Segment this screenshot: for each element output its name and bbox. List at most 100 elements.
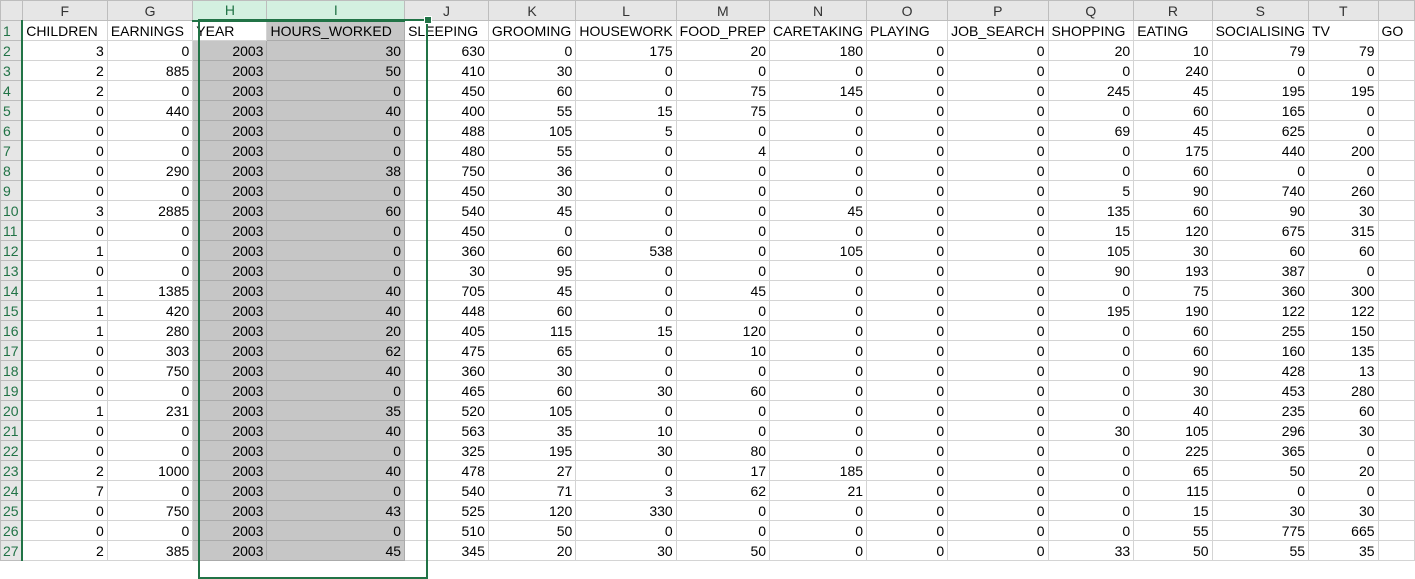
cell[interactable]: 0: [21, 380, 108, 401]
cell[interactable]: [1377, 120, 1415, 141]
cell[interactable]: 0: [575, 300, 677, 321]
cell[interactable]: 200: [1308, 140, 1379, 161]
cell[interactable]: 465: [404, 380, 489, 401]
cell[interactable]: 2003: [192, 200, 268, 221]
cell[interactable]: 488: [404, 120, 489, 141]
header-cell-grooming[interactable]: GROOMING: [487, 20, 577, 41]
cell[interactable]: 400: [404, 100, 489, 121]
cell[interactable]: 30: [1211, 500, 1310, 521]
cell[interactable]: 193: [1133, 260, 1213, 281]
column-header-n[interactable]: N: [769, 0, 868, 21]
row-header[interactable]: 7: [0, 140, 24, 161]
cell[interactable]: [1377, 80, 1415, 101]
cell[interactable]: 0: [675, 180, 771, 201]
cell[interactable]: 0: [21, 420, 108, 441]
cell[interactable]: [1377, 200, 1415, 221]
cell[interactable]: [1377, 440, 1415, 461]
cell[interactable]: 195: [1211, 80, 1310, 101]
row-header[interactable]: 12: [0, 240, 24, 261]
cell[interactable]: 190: [1133, 300, 1213, 321]
row-header[interactable]: 15: [0, 300, 24, 321]
cell[interactable]: 105: [487, 120, 577, 141]
column-header-u[interactable]: [1377, 0, 1415, 21]
cell[interactable]: 0: [266, 440, 406, 461]
header-cell-children[interactable]: CHILDREN: [21, 20, 108, 41]
cell[interactable]: 225: [1133, 440, 1213, 461]
cell[interactable]: 0: [947, 540, 1049, 561]
cell[interactable]: 0: [866, 220, 949, 241]
cell[interactable]: 240: [1133, 60, 1213, 81]
cell[interactable]: 0: [947, 500, 1049, 521]
cell[interactable]: 0: [947, 40, 1049, 61]
cell[interactable]: 0: [21, 520, 108, 541]
column-header-g[interactable]: G: [106, 0, 194, 21]
cell[interactable]: 62: [675, 480, 771, 501]
cell[interactable]: 2: [21, 540, 108, 561]
cell[interactable]: 0: [675, 300, 771, 321]
column-header-f[interactable]: F: [21, 0, 108, 21]
cell[interactable]: 0: [769, 220, 868, 241]
header-cell-tv[interactable]: TV: [1308, 20, 1379, 41]
cell[interactable]: 0: [21, 160, 108, 181]
cell[interactable]: 60: [1308, 400, 1379, 421]
row-header[interactable]: 14: [0, 280, 24, 301]
select-all-corner[interactable]: [0, 0, 23, 21]
cell[interactable]: [1377, 480, 1415, 501]
cell[interactable]: [1377, 60, 1415, 81]
cell[interactable]: 0: [947, 100, 1049, 121]
cell[interactable]: 260: [1308, 180, 1379, 201]
cell[interactable]: 2: [21, 80, 108, 101]
cell[interactable]: 0: [1047, 460, 1135, 481]
cell[interactable]: 185: [769, 460, 868, 481]
cell[interactable]: 0: [1211, 60, 1310, 81]
cell[interactable]: 0: [575, 60, 677, 81]
cell[interactable]: 120: [487, 500, 577, 521]
column-header-k[interactable]: K: [487, 0, 577, 21]
cell[interactable]: 1: [21, 280, 108, 301]
cell[interactable]: 0: [675, 420, 771, 441]
cell[interactable]: 2003: [192, 220, 268, 241]
cell[interactable]: 0: [575, 400, 677, 421]
cell[interactable]: 20: [266, 320, 406, 341]
cell[interactable]: 0: [1047, 480, 1135, 501]
cell[interactable]: 0: [1047, 360, 1135, 381]
cell[interactable]: 420: [106, 300, 194, 321]
header-cell-go[interactable]: GO: [1377, 20, 1415, 41]
cell[interactable]: 0: [266, 180, 406, 201]
cell[interactable]: 0: [866, 380, 949, 401]
cell[interactable]: 0: [106, 140, 194, 161]
row-header[interactable]: 11: [0, 220, 24, 241]
cell[interactable]: 20: [675, 40, 771, 61]
cell[interactable]: 40: [1133, 400, 1213, 421]
cell[interactable]: 0: [575, 180, 677, 201]
cell[interactable]: 2885: [106, 200, 194, 221]
cell[interactable]: 510: [404, 520, 489, 541]
fill-handle[interactable]: [424, 16, 432, 24]
cell[interactable]: 36: [487, 160, 577, 181]
cell[interactable]: 540: [404, 480, 489, 501]
cell[interactable]: 2003: [192, 340, 268, 361]
cell[interactable]: 45: [1133, 80, 1213, 101]
column-header-s[interactable]: S: [1211, 0, 1310, 21]
cell[interactable]: 0: [1308, 100, 1379, 121]
cell[interactable]: 122: [1211, 300, 1310, 321]
cell[interactable]: 105: [769, 240, 868, 261]
cell[interactable]: 0: [266, 80, 406, 101]
cell[interactable]: 2003: [192, 440, 268, 461]
cell[interactable]: 0: [947, 460, 1049, 481]
cell[interactable]: 3: [21, 40, 108, 61]
cell[interactable]: 0: [769, 320, 868, 341]
cell[interactable]: 0: [1047, 380, 1135, 401]
row-header[interactable]: 9: [0, 180, 24, 201]
cell[interactable]: 0: [266, 380, 406, 401]
cell[interactable]: 0: [866, 280, 949, 301]
cell[interactable]: 0: [947, 160, 1049, 181]
column-header-i[interactable]: I: [266, 0, 406, 22]
cell[interactable]: 478: [404, 460, 489, 481]
header-cell-hours-worked[interactable]: HOURS_WORKED: [266, 20, 406, 41]
cell[interactable]: [1377, 360, 1415, 381]
cell[interactable]: 525: [404, 500, 489, 521]
cell[interactable]: 0: [947, 420, 1049, 441]
cell[interactable]: [1377, 100, 1415, 121]
cell[interactable]: 1385: [106, 280, 194, 301]
